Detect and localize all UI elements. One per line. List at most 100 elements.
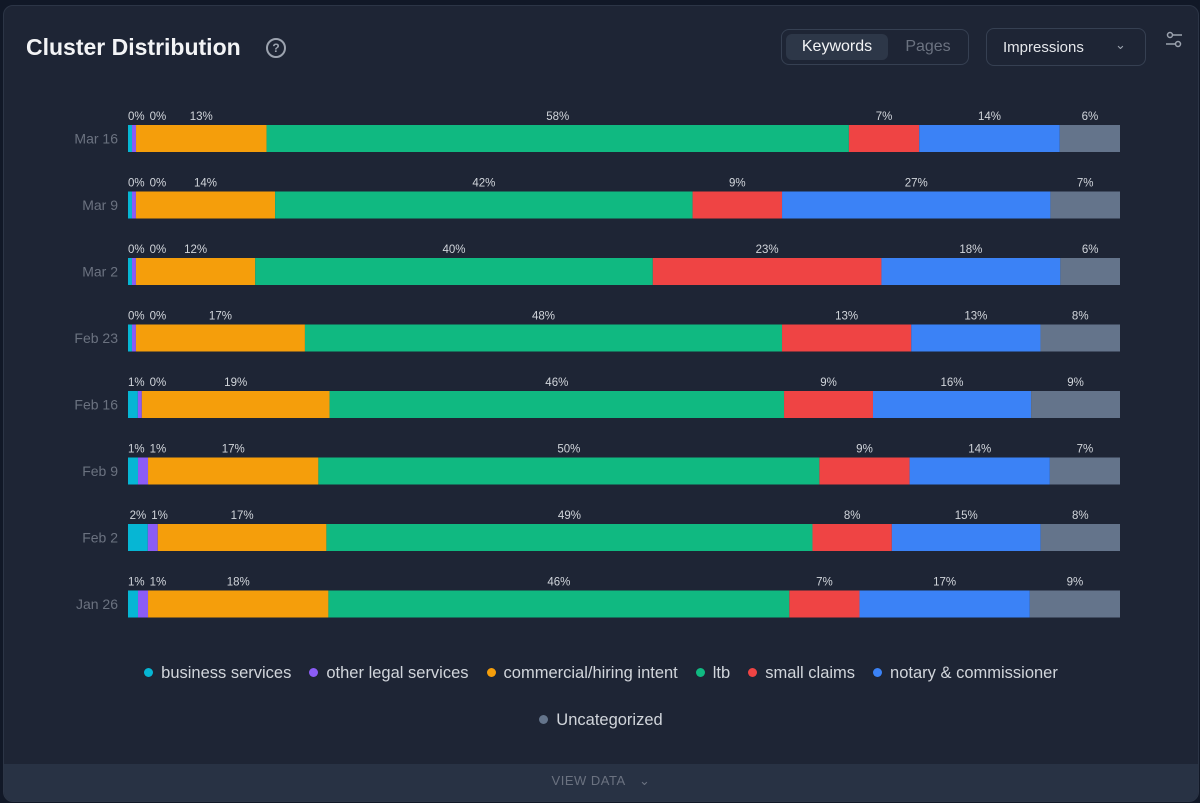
legend-item[interactable]: Uncategorized — [539, 697, 663, 744]
data-label: 46% — [545, 377, 568, 389]
bar-segment — [919, 125, 1060, 152]
bar-segment — [137, 391, 142, 418]
help-icon[interactable]: ? — [266, 38, 286, 58]
bar-segment — [819, 457, 910, 485]
bar-segment — [329, 391, 785, 418]
bar-segment — [1059, 125, 1120, 152]
view-toggle: Keywords Pages — [781, 29, 969, 65]
legend-label: commercial/hiring intent — [503, 664, 678, 682]
legend-item[interactable]: other legal services — [309, 650, 469, 697]
data-label: 0% — [128, 311, 145, 323]
data-label: 18% — [959, 244, 982, 256]
bar-segment — [148, 590, 329, 618]
data-label: 13% — [190, 111, 213, 123]
bar-segment — [859, 590, 1030, 618]
legend-label: Uncategorized — [556, 711, 663, 729]
data-label: 12% — [184, 244, 207, 256]
data-label: 40% — [443, 244, 466, 256]
bar-segment — [812, 524, 892, 551]
data-label: 9% — [1067, 377, 1084, 389]
data-label: 50% — [557, 444, 580, 456]
data-label: 7% — [1077, 178, 1094, 190]
sliders-icon[interactable] — [1164, 30, 1184, 50]
bar-segment — [1060, 258, 1120, 285]
data-label: 58% — [546, 111, 569, 123]
data-label: 17% — [231, 510, 254, 522]
data-label: 0% — [150, 111, 167, 123]
bar-segment — [326, 524, 813, 551]
bar-segment — [138, 590, 149, 618]
data-label: 14% — [968, 444, 991, 456]
bar-segment — [782, 191, 1051, 219]
data-label: 0% — [150, 377, 167, 389]
data-label: 19% — [224, 377, 247, 389]
bar-segment — [1040, 324, 1120, 352]
data-label: 49% — [558, 510, 581, 522]
legend-item[interactable]: small claims — [748, 650, 855, 697]
data-label: 7% — [816, 577, 833, 589]
legend-label: ltb — [712, 664, 731, 682]
legend: business services other legal services com… — [4, 650, 1198, 744]
data-label: 0% — [150, 178, 167, 190]
category-label: Jan 26 — [76, 596, 118, 612]
bar-segment — [135, 191, 276, 219]
data-label: 23% — [756, 244, 779, 256]
data-label: 8% — [1072, 510, 1089, 522]
data-label: 0% — [150, 244, 167, 256]
bar-segment — [872, 391, 1032, 418]
bar-segment — [1049, 457, 1120, 485]
legend-item[interactable]: notary & commissioner — [873, 650, 1058, 697]
tab-keywords[interactable]: Keywords — [786, 34, 888, 60]
tab-pages[interactable]: Pages — [905, 38, 951, 55]
bar-segment — [1031, 391, 1120, 418]
data-label: 48% — [532, 311, 555, 323]
view-data-button[interactable]: VIEW DATA ⌄ — [4, 764, 1198, 801]
bar-segment — [255, 258, 653, 285]
bar-segment — [782, 324, 912, 352]
bar-segment — [692, 191, 783, 219]
bar-segment — [148, 457, 319, 485]
bar-segment — [911, 324, 1041, 352]
category-label: Feb 9 — [82, 463, 118, 479]
bar-segment — [128, 258, 132, 285]
data-label: 42% — [472, 178, 495, 190]
data-label: 9% — [856, 444, 873, 456]
bar-segment — [138, 457, 149, 485]
bar-segment — [328, 590, 790, 618]
bar-segment — [318, 457, 820, 485]
chevron-down-icon: ⌄ — [1115, 37, 1126, 52]
bar-segment — [128, 324, 132, 352]
bar-segment — [131, 258, 136, 285]
bar-segment — [1050, 191, 1120, 219]
bar-segment — [128, 457, 139, 485]
bar-segment — [784, 391, 873, 418]
bar-segment — [131, 191, 136, 219]
data-label: 0% — [128, 111, 145, 123]
legend-item[interactable]: business services — [144, 650, 291, 697]
data-label: 0% — [128, 178, 145, 190]
cluster-distribution-card: Cluster Distribution ? Keywords Pages Im… — [3, 5, 1199, 802]
data-label: 17% — [222, 444, 245, 456]
legend-dot-icon — [695, 668, 705, 677]
stacked-bar-chart: Mar 16 0% 0% 13% 58% 7% 14% 6% Mar 9 0% 0% 14% 42% 9%… — [74, 111, 1120, 618]
data-label: 14% — [194, 178, 217, 190]
data-label: 9% — [820, 377, 837, 389]
legend-label: other legal services — [326, 664, 469, 682]
bar-segment — [141, 391, 330, 418]
metric-select[interactable]: Impressions ⌄ — [986, 28, 1146, 66]
data-label: 0% — [128, 244, 145, 256]
data-label: 1% — [151, 510, 168, 522]
data-label: 7% — [876, 111, 893, 123]
bar-segment — [128, 590, 139, 618]
legend-item[interactable]: ltb — [695, 650, 731, 697]
bar-segment — [131, 324, 136, 352]
data-label: 18% — [227, 577, 250, 589]
data-label: 1% — [128, 444, 145, 456]
category-label: Feb 2 — [82, 530, 118, 546]
legend-dot-icon — [748, 668, 758, 677]
category-label: Feb 23 — [74, 330, 118, 346]
legend-item[interactable]: commercial/hiring intent — [486, 650, 678, 697]
data-label: 9% — [729, 178, 746, 190]
bar-segment — [147, 524, 158, 551]
bar-segment — [881, 258, 1061, 285]
